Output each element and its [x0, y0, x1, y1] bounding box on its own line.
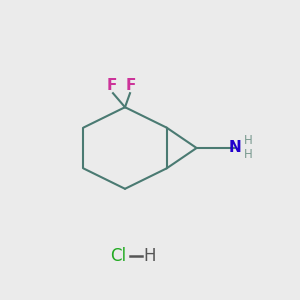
- Text: H: H: [144, 247, 156, 265]
- Text: H: H: [244, 148, 252, 161]
- Text: Cl: Cl: [110, 247, 126, 265]
- Text: F: F: [126, 78, 136, 93]
- Text: N: N: [228, 140, 241, 155]
- Text: H: H: [244, 134, 252, 148]
- Text: F: F: [107, 78, 117, 93]
